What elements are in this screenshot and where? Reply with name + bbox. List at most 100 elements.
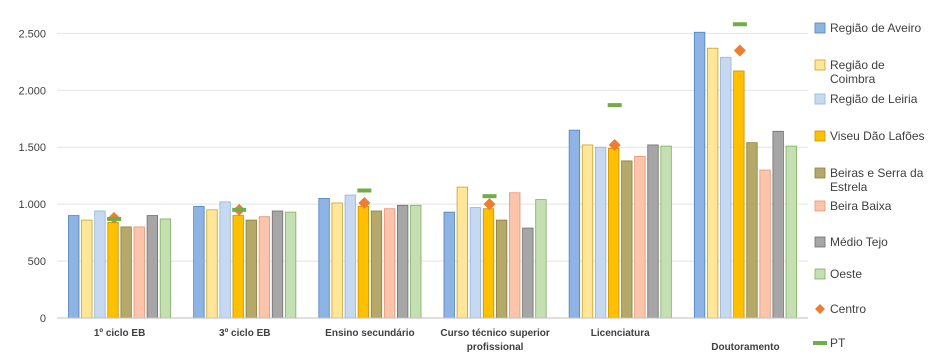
x-tick-label: Licenciatura <box>591 328 650 339</box>
bar <box>621 160 633 319</box>
bar <box>258 216 271 319</box>
legend-label: Beira Baixa <box>830 199 892 213</box>
legend-swatch <box>814 236 826 248</box>
pt-marker <box>482 194 497 199</box>
y-tick-label: 2.000 <box>18 85 46 97</box>
bar <box>785 145 797 319</box>
bar <box>219 201 231 319</box>
legend-label: Médio Tejo <box>830 235 888 249</box>
bar <box>634 155 646 319</box>
x-tick-label: 3º ciclo EB <box>219 328 270 339</box>
bar <box>133 226 145 319</box>
x-tick-label: profissional <box>467 342 524 353</box>
bar <box>495 219 508 319</box>
bar <box>581 144 594 319</box>
bar <box>331 202 343 319</box>
bar <box>81 219 93 319</box>
legend-label: PT <box>830 336 846 350</box>
x-axis-ticks: 1º ciclo EB 3º ciclo EB Ensino secundário C… <box>94 328 780 353</box>
bar <box>232 215 244 319</box>
legend-label: Região de <box>830 58 885 72</box>
bar <box>647 144 659 319</box>
legend-swatch <box>814 200 826 212</box>
legend-swatch <box>814 167 826 179</box>
bar <box>284 211 297 319</box>
bar <box>594 146 607 319</box>
bar <box>509 192 521 319</box>
legend-swatch-pt <box>813 341 827 345</box>
y-axis-ticks: 0 500 1.000 1.500 2.000 2.500 <box>18 28 46 325</box>
legend-label: Centro <box>830 302 866 316</box>
pt-marker <box>232 207 247 212</box>
bar <box>660 145 672 319</box>
x-tick-label: Doutoramento <box>711 342 779 353</box>
bar <box>318 198 330 319</box>
bar <box>535 199 547 319</box>
y-tick-label: 0 <box>40 313 46 325</box>
legend-label: Oeste <box>830 267 862 281</box>
legend-swatch <box>814 22 826 34</box>
y-tick-label: 500 <box>28 256 46 268</box>
bar <box>206 209 218 319</box>
bar <box>746 142 758 319</box>
bar <box>522 227 534 319</box>
bar <box>357 206 370 319</box>
legend-label: Viseu Dão Lafões <box>830 129 925 143</box>
bar <box>344 194 356 319</box>
bar <box>693 31 706 319</box>
bar <box>759 169 771 319</box>
legend-label: Região de Leiria <box>830 92 918 106</box>
centro-marker <box>608 138 621 151</box>
bar <box>107 221 119 319</box>
legend-label: Beiras e Serra da <box>830 166 924 180</box>
bar <box>245 219 257 319</box>
bar <box>707 47 719 319</box>
pt-marker <box>607 103 622 108</box>
bar <box>608 147 620 319</box>
legend-swatch <box>814 59 826 71</box>
bars <box>68 31 797 319</box>
bar <box>370 210 383 319</box>
centro-marker <box>733 44 746 57</box>
bar <box>482 208 495 319</box>
x-tick-label: 1º ciclo EB <box>94 328 145 339</box>
bar <box>120 226 132 319</box>
x-tick-label: Ensino secundário <box>325 328 414 339</box>
bar <box>68 215 80 319</box>
y-tick-label: 2.500 <box>18 28 46 40</box>
pt-marker <box>732 22 747 27</box>
legend-swatch-centro <box>815 304 825 314</box>
bar <box>469 207 482 319</box>
pt-marker <box>357 188 372 193</box>
bar <box>159 218 172 319</box>
bar <box>397 204 409 319</box>
bar <box>94 210 106 319</box>
markers <box>107 22 747 224</box>
legend-swatch <box>814 268 826 280</box>
legend-label: Estrela <box>830 180 868 194</box>
bar <box>568 129 581 319</box>
bar <box>193 206 205 319</box>
pt-marker <box>107 216 122 221</box>
legend-label: Coimbra <box>830 72 876 86</box>
bar <box>720 56 732 319</box>
bar <box>410 204 422 319</box>
bar <box>383 208 396 319</box>
y-tick-label: 1.000 <box>18 199 46 211</box>
legend-swatch <box>814 130 826 142</box>
x-tick-label: Curso técnico superior <box>440 328 550 339</box>
centro-marker <box>483 198 496 211</box>
y-tick-label: 1.500 <box>18 142 46 154</box>
bar <box>443 211 455 319</box>
bar <box>456 186 468 319</box>
legend-swatch <box>814 93 826 105</box>
bar <box>271 210 284 319</box>
bar <box>146 215 158 319</box>
bar <box>733 70 745 319</box>
centro-marker <box>358 197 371 210</box>
bar <box>772 130 784 319</box>
legend-label: Região de Aveiro <box>830 21 922 35</box>
gridlines <box>57 32 808 262</box>
